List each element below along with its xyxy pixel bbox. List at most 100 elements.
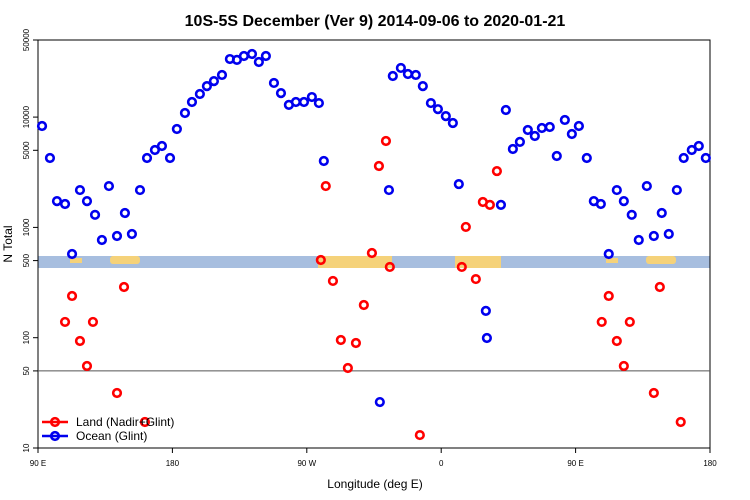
- point: [119, 207, 131, 219]
- point: [626, 209, 637, 220]
- point: [139, 416, 151, 428]
- point: [275, 88, 287, 99]
- point: [118, 281, 130, 293]
- point: [358, 299, 369, 311]
- point: [481, 332, 492, 344]
- point: [66, 290, 78, 302]
- point: [447, 117, 458, 129]
- point: [253, 56, 264, 68]
- point: [59, 198, 71, 210]
- point: [603, 290, 614, 302]
- y-tick-label: 5000: [22, 141, 31, 159]
- point: [179, 107, 191, 119]
- point: [59, 316, 71, 328]
- point: [611, 335, 622, 347]
- point: [290, 96, 301, 108]
- point: [44, 152, 56, 164]
- x-tick-label: 180: [166, 459, 180, 468]
- point: [298, 96, 310, 108]
- point: [566, 128, 577, 140]
- point: [573, 120, 584, 132]
- point: [186, 96, 198, 108]
- point: [216, 69, 228, 81]
- point: [335, 334, 346, 346]
- point: [536, 122, 547, 134]
- point: [648, 387, 659, 399]
- legend-marker: [49, 430, 61, 442]
- point: [208, 76, 220, 87]
- point: [460, 221, 471, 233]
- point: [648, 230, 659, 242]
- point: [456, 261, 467, 273]
- point: [81, 360, 93, 372]
- plot-frame: [37, 39, 711, 449]
- point: [453, 178, 464, 190]
- legend-label: Land (Nadir+Glint): [76, 415, 174, 429]
- point: [350, 337, 362, 349]
- point: [96, 234, 108, 246]
- point: [134, 184, 146, 196]
- point: [500, 104, 511, 116]
- chart-title: 10S-5S December (Ver 9) 2014-09-06 to 20…: [185, 13, 566, 30]
- point: [327, 275, 339, 287]
- y-axis-label: N Total: [1, 225, 15, 262]
- point: [81, 196, 93, 207]
- point: [51, 196, 63, 207]
- point: [491, 165, 503, 177]
- point: [342, 362, 353, 374]
- point: [194, 88, 205, 100]
- point: [141, 152, 153, 164]
- point: [470, 273, 481, 285]
- point: [66, 248, 78, 260]
- point: [268, 77, 280, 89]
- point: [581, 152, 592, 164]
- point: [603, 248, 614, 260]
- point: [675, 416, 686, 428]
- point: [395, 62, 406, 74]
- point: [559, 114, 570, 126]
- point: [663, 228, 674, 240]
- point: [495, 199, 507, 210]
- point: [260, 50, 271, 62]
- point: [318, 155, 329, 167]
- point: [402, 68, 413, 80]
- x-axis-label: Longitude (deg E): [327, 477, 422, 491]
- point: [156, 140, 168, 152]
- x-tick-label: 90 W: [297, 459, 316, 468]
- point: [149, 144, 161, 156]
- point: [320, 180, 331, 192]
- point: [641, 180, 652, 192]
- point: [432, 104, 444, 115]
- point: [522, 124, 533, 136]
- point: [383, 184, 395, 196]
- x-tick-label: 90 E: [30, 459, 46, 468]
- legend-label: Ocean (Glint): [76, 429, 147, 443]
- point: [700, 152, 711, 164]
- point: [201, 80, 212, 92]
- point: [373, 160, 385, 172]
- point: [529, 130, 540, 142]
- point: [238, 50, 250, 62]
- point: [306, 91, 317, 103]
- y-tick-label: 10000: [22, 105, 31, 128]
- point: [693, 140, 704, 152]
- point: [103, 180, 115, 192]
- point: [87, 316, 99, 328]
- point: [671, 184, 682, 196]
- point: [551, 150, 562, 162]
- point: [514, 136, 525, 147]
- point: [89, 209, 101, 220]
- x-tick-label: 180: [703, 459, 717, 468]
- point: [544, 121, 555, 133]
- point: [618, 360, 629, 372]
- point: [313, 97, 324, 109]
- point: [414, 429, 425, 441]
- y-tick-label: 50: [22, 366, 31, 375]
- point: [425, 97, 436, 109]
- point: [374, 396, 385, 408]
- point: [618, 196, 629, 207]
- point: [656, 207, 667, 219]
- point: [410, 69, 421, 81]
- point: [315, 254, 326, 266]
